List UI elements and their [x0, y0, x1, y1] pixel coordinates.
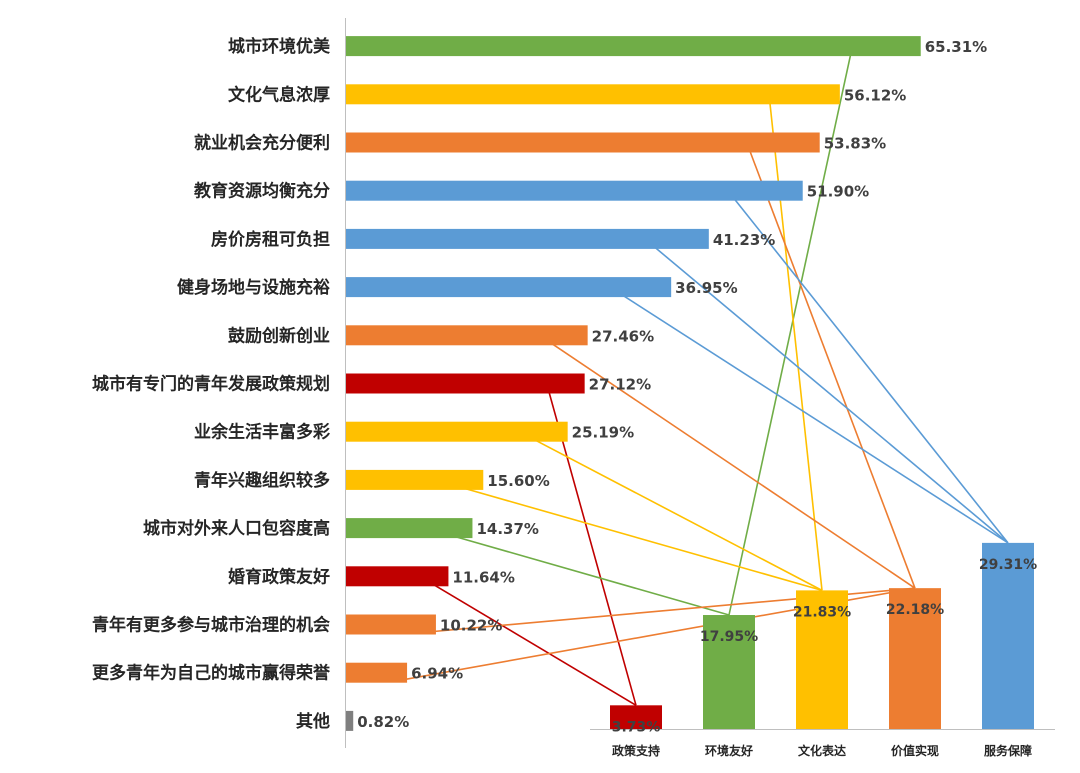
- column-category-label-3: 价值实现: [891, 743, 939, 758]
- value-label-9: 15.60%: [487, 472, 549, 490]
- hbar-14: [346, 710, 354, 731]
- column-category-label-0: 政策支持: [612, 743, 660, 758]
- hbar-12: [346, 614, 436, 635]
- column-chart: 3.73% 政策支持 17.95% 环境友好 21.83% 文化表达 22.18% 价值实现 2…: [590, 542, 1055, 758]
- category-label-5: 健身场地与设施充裕: [177, 277, 330, 298]
- value-label-2: 53.83%: [824, 135, 886, 153]
- category-label-12: 青年有更多参与城市治理的机会: [92, 615, 330, 636]
- connector-line-1: [769, 102, 823, 591]
- column-4: [982, 542, 1034, 729]
- connector-line-10: [453, 535, 730, 616]
- category-label-0: 城市环境优美: [228, 36, 331, 57]
- connector-line-5: [621, 294, 1009, 544]
- column-2: [796, 590, 848, 729]
- value-label-14: 0.82%: [357, 713, 409, 731]
- hbar-3: [346, 180, 803, 201]
- value-label-12: 10.22%: [440, 617, 502, 635]
- value-label-11: 11.64%: [452, 568, 514, 586]
- column-0: [610, 705, 662, 729]
- connector-line-3: [733, 198, 1009, 544]
- hbar-1: [346, 84, 840, 105]
- connector-line-9: [462, 487, 823, 592]
- category-label-13: 更多青年为自己的城市赢得荣誉: [92, 663, 331, 684]
- connector-line-6: [550, 342, 916, 589]
- value-label-0: 65.31%: [925, 38, 987, 56]
- column-value-label-0: 3.73%: [612, 719, 661, 735]
- category-label-6: 鼓励创新创业: [228, 325, 330, 346]
- hbar-11: [346, 566, 449, 587]
- connector-line-2: [748, 150, 916, 589]
- category-label-10: 城市对外来人口包容度高: [143, 518, 330, 539]
- category-label-14: 其他: [296, 711, 330, 732]
- value-label-10: 14.37%: [476, 520, 538, 538]
- category-label-11: 婚育政策友好: [228, 566, 330, 587]
- value-label-5: 36.95%: [675, 279, 737, 297]
- column-3: [889, 588, 941, 729]
- connector-line-7: [548, 391, 637, 706]
- value-label-1: 56.12%: [844, 86, 906, 104]
- connector-line-4: [653, 246, 1009, 544]
- hbar-9: [346, 469, 484, 490]
- hbar-13: [346, 662, 408, 683]
- category-label-2: 就业机会充分便利: [194, 133, 330, 154]
- hbar-2: [346, 132, 820, 153]
- hbar-4: [346, 228, 709, 249]
- value-label-7: 27.12%: [589, 376, 651, 394]
- value-label-6: 27.46%: [592, 327, 654, 345]
- value-label-4: 41.23%: [713, 231, 775, 249]
- hbar-0: [346, 36, 921, 57]
- category-label-7: 城市有专门的青年发展政策规划: [92, 374, 330, 395]
- column-category-label-4: 服务保障: [984, 743, 1032, 758]
- hbar-8: [346, 421, 568, 442]
- connector-line-11: [432, 583, 637, 707]
- connector-line-8: [534, 438, 823, 592]
- value-label-8: 25.19%: [572, 424, 634, 442]
- column-value-label-2: 21.83%: [793, 604, 851, 620]
- connector-line-0: [728, 53, 852, 616]
- category-label-1: 文化气息浓厚: [228, 84, 330, 105]
- category-label-8: 业余生活丰富多彩: [194, 422, 330, 443]
- hbar-7: [346, 373, 585, 394]
- column-value-label-1: 17.95%: [700, 629, 758, 645]
- horizontal-bar-chart: 城市环境优美 65.31% 文化气息浓厚 56.12% 就业机会充分便利 53.83% 教育…: [92, 18, 987, 748]
- column-category-label-2: 文化表达: [798, 743, 846, 758]
- category-label-4: 房价房租可负担: [211, 229, 330, 250]
- column-value-label-4: 29.31%: [979, 557, 1037, 573]
- hbar-5: [346, 277, 672, 298]
- hbar-10: [346, 518, 473, 539]
- value-label-3: 51.90%: [807, 183, 869, 201]
- category-label-9: 青年兴趣组织较多: [194, 470, 330, 491]
- hbar-6: [346, 325, 588, 346]
- category-label-3: 教育资源均衡充分: [193, 181, 330, 202]
- value-label-13: 6.94%: [411, 665, 463, 683]
- column-value-label-3: 22.18%: [886, 602, 944, 618]
- column-1: [703, 615, 755, 729]
- column-category-label-1: 环境友好: [705, 743, 753, 758]
